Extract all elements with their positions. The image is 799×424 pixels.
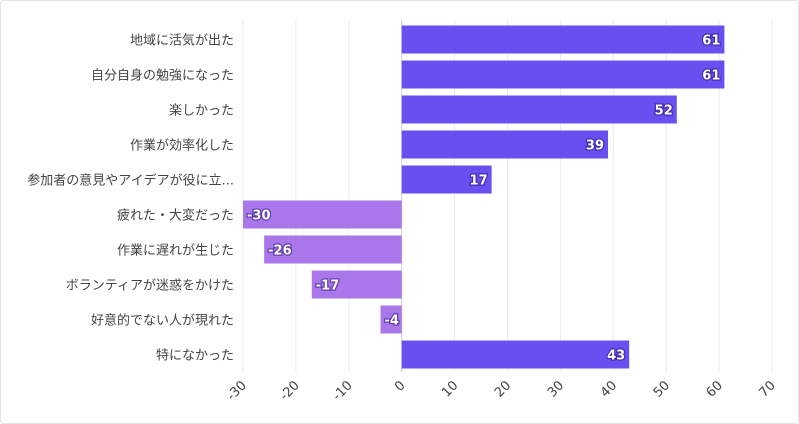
- x-axis-tick-labels: -30 -20 -10 0 10 20 30 40 50 60 70: [224, 378, 779, 404]
- x-tick-label: 10: [439, 378, 461, 400]
- bar: [401, 165, 492, 194]
- x-tick-label: 60: [704, 378, 726, 400]
- bar: [401, 95, 677, 124]
- category-label: ボランティアが迷惑をかけた: [66, 278, 234, 294]
- category-labels: 地域に活気が出た自分自身の勉強になった楽しかった作業が効率化した参加者の意見やア…: [27, 33, 234, 364]
- bar: [380, 305, 402, 334]
- x-tick-label: -30: [224, 378, 250, 404]
- data-label: -30: [247, 209, 271, 224]
- category-label: 自分自身の勉強になった: [91, 68, 234, 84]
- x-tick-label: 20: [492, 378, 514, 400]
- data-label: -4: [385, 314, 399, 329]
- x-tick-label: 30: [545, 378, 567, 400]
- bar: [401, 60, 725, 89]
- x-tick-label: 70: [757, 378, 779, 400]
- bar: [243, 200, 402, 229]
- data-label: 43: [607, 349, 625, 364]
- category-label: 作業が効率化した: [130, 138, 234, 154]
- category-label: 地域に活気が出た: [130, 33, 234, 49]
- category-label: 疲れた・大変だった: [117, 208, 234, 224]
- data-label: 39: [586, 139, 604, 154]
- data-label: 61: [702, 69, 720, 84]
- bar: [401, 340, 630, 369]
- bar: [311, 270, 402, 299]
- category-label: 特になかった: [156, 349, 234, 364]
- data-label: 52: [655, 104, 673, 119]
- x-tick-label: -10: [330, 378, 356, 404]
- category-label: 参加者の意見やアイデアが役に立...: [27, 173, 234, 189]
- data-label: 17: [470, 174, 488, 189]
- bar: [264, 235, 402, 264]
- x-tick-label: -20: [277, 378, 303, 404]
- x-tick-label: 50: [651, 378, 673, 400]
- category-label: 楽しかった: [169, 103, 234, 119]
- x-tick-label: 40: [598, 378, 620, 400]
- bar: [401, 25, 725, 54]
- data-label: 61: [702, 34, 720, 49]
- bar: [401, 130, 609, 159]
- category-label: 作業に遅れが生じた: [117, 243, 234, 259]
- bars: 61 61 52 39 17 -30 -26 -17 -4 43: [243, 25, 725, 369]
- data-label: -17: [316, 279, 340, 294]
- x-tick-label: 0: [392, 378, 408, 394]
- category-label: 好意的でない人が現れた: [91, 313, 234, 329]
- data-label: -26: [268, 244, 292, 259]
